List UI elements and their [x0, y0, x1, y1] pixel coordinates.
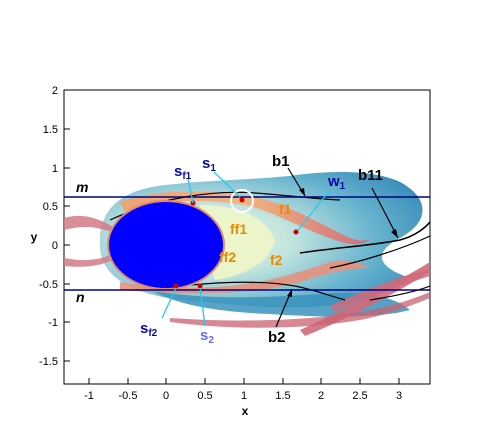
y-tick-label: 2 [52, 85, 58, 97]
x-tick-label: 0 [163, 390, 169, 402]
y-tick-label: 1 [52, 163, 58, 175]
label-sf2: sf2 [140, 320, 158, 339]
label-w1-base: w [327, 173, 340, 190]
streamline-b11 [299, 221, 430, 254]
leader-sf2 [161, 287, 177, 319]
streamline-lower-right [369, 285, 430, 301]
label-ff1: ff1 [230, 221, 247, 237]
leader-s1 [213, 171, 241, 198]
x-tick-label: -1 [84, 390, 94, 402]
plot-area [64, 167, 430, 336]
arrow-b11-head [391, 229, 398, 238]
label-sf1-sub: f1 [182, 171, 191, 182]
highlight-circle [230, 189, 254, 213]
label-sf1: sf1 [174, 163, 192, 182]
x-tick-label: 2 [318, 390, 324, 402]
left-streak-lower [64, 254, 112, 267]
label-s2: s2 [200, 327, 214, 346]
x-axis-ticks [88, 378, 400, 384]
y-tick-label: -1 [48, 317, 58, 329]
x-tick-label: 2.5 [352, 390, 367, 402]
arrow-b2-head [287, 289, 292, 297]
label-b1: b1 [272, 153, 290, 170]
label-s1: s1 [202, 155, 216, 174]
cylinder [107, 200, 225, 290]
label-b2: b2 [268, 329, 286, 346]
label-w1: w1 [327, 173, 346, 192]
point-s1 [239, 197, 245, 203]
x-axis-title: x [242, 404, 249, 418]
label-s2-sub: 2 [208, 335, 214, 346]
streamline-b11-lower [329, 235, 430, 269]
label-f1: f1 [279, 201, 292, 217]
y-tick-label: 1.5 [43, 124, 58, 136]
point-w1 [293, 229, 299, 235]
arrow-b1-head [299, 188, 305, 196]
leader-w1 [297, 189, 331, 231]
x-tick-label: 0.5 [197, 390, 212, 402]
y-tick-label: 0 [52, 240, 58, 252]
label-sf2-base: s [140, 320, 148, 337]
leader-sf1 [187, 177, 194, 204]
label-ff2: ff2 [219, 249, 236, 265]
point-sf2 [173, 283, 179, 289]
y-tick-label: 0.5 [43, 201, 58, 213]
label-s1-base: s [202, 155, 210, 172]
streamline-b2 [179, 281, 346, 301]
label-sf1-base: s [174, 163, 182, 180]
leader-s2 [199, 287, 206, 327]
x-tick-label: 1 [241, 390, 247, 402]
label-s1-sub: 1 [210, 163, 216, 174]
x-tick-label: 1.5 [275, 390, 290, 402]
x-tick-label: 3 [396, 390, 402, 402]
label-b11: b11 [358, 167, 383, 184]
left-streak-upper [64, 215, 112, 232]
label-s2-base: s [200, 327, 208, 344]
label-m: m [76, 179, 88, 195]
y-tick-label: -0.5 [39, 279, 58, 291]
y-axis-ticks [64, 89, 70, 362]
x-tick-label: -0.5 [119, 390, 138, 402]
y-tick-label: -1.5 [39, 356, 58, 368]
arrow-b11 [371, 187, 399, 239]
streak-lower-long [170, 292, 430, 328]
label-sf2-sub: f2 [148, 328, 157, 339]
point-s2 [197, 283, 203, 289]
label-f2: f2 [270, 252, 283, 268]
label-n: n [76, 289, 85, 305]
label-w1-sub: 1 [340, 181, 346, 192]
y-axis-title: y [31, 230, 38, 244]
